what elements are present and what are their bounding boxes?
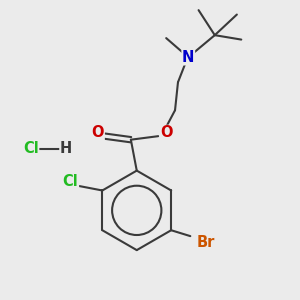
Text: Br: Br <box>196 235 215 250</box>
Text: O: O <box>160 125 172 140</box>
Text: O: O <box>92 125 104 140</box>
Text: H: H <box>60 141 72 156</box>
Text: N: N <box>182 50 194 65</box>
Text: Cl: Cl <box>23 141 39 156</box>
Text: Cl: Cl <box>63 174 78 189</box>
